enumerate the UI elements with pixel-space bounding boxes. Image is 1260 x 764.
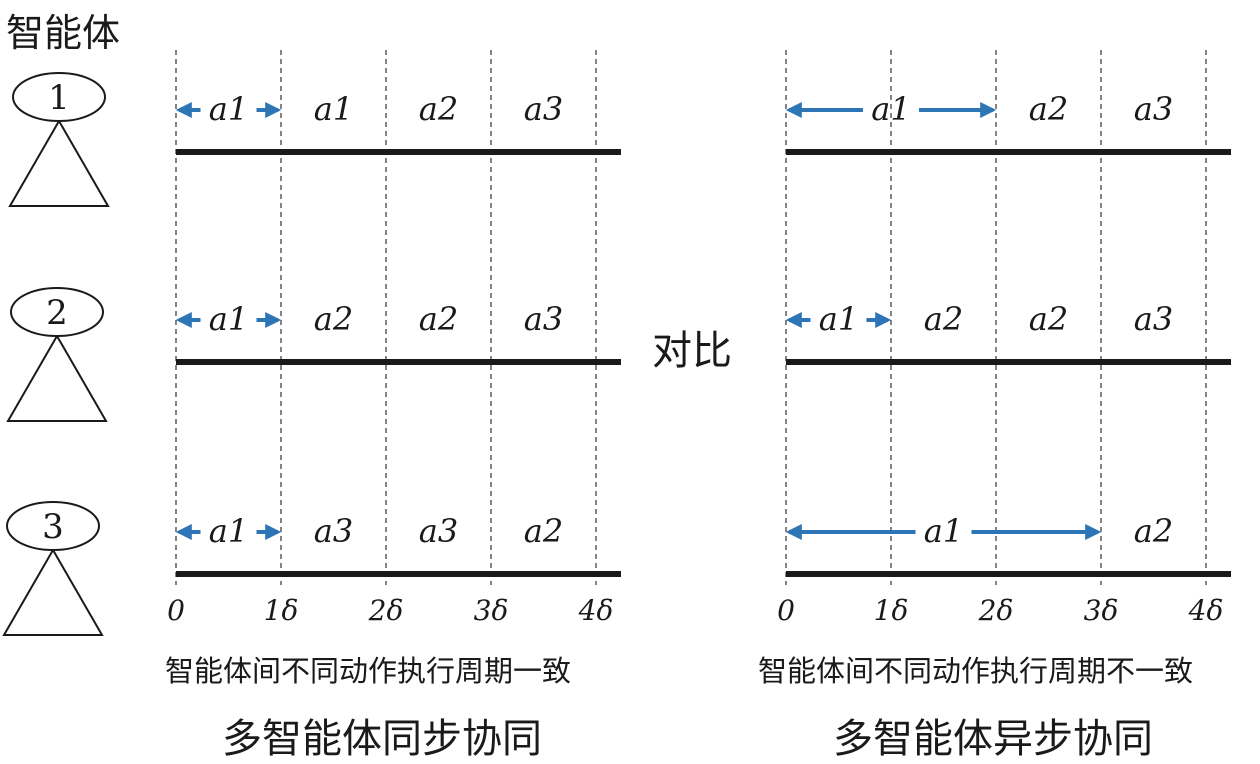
agent-ellipse [12,72,106,122]
agent-ellipse [10,287,104,337]
action-label: a1 [209,512,248,550]
caption-async: 智能体间不同动作执行周期不一致 [758,654,1194,688]
panels: 0 1δ 2δ 3δ 4δ a1 a1 a2 a3 a1 a2 a2 a3 a1 a3 a3 a2 0 1δ 2δ 3δ… [167,50,1231,627]
action-label: a3 [524,90,563,128]
tick-label: 4δ [578,594,614,627]
action-label: a3 [1134,90,1173,128]
agent-triangle [2,547,104,636]
action-label: a2 [419,90,458,128]
timeline-row-2: a1 a2 a2 a3 [785,300,1231,365]
compare-label: 对比 [652,328,732,374]
action-label: a1 [819,300,858,338]
action-label: a2 [524,512,563,550]
action-label: a3 [524,300,563,338]
agent-triangle [8,118,110,207]
title-sync: 多智能体同步协同 [222,716,542,762]
action-label: a2 [924,300,963,338]
agents-header: 智能体 [6,11,121,55]
agent-1: 1 [8,72,110,207]
agent-triangle [6,333,108,422]
action-label: a3 [314,512,353,550]
agent-3: 3 [2,501,104,636]
tick-label: 0 [167,594,185,627]
action-label: a2 [1134,512,1173,550]
panel-async: 0 1δ 2δ 3δ 4δ a1 a2 a3 a1 a2 a2 a3 a1 a2 [777,50,1231,627]
caption-sync: 智能体间不同动作执行周期一致 [165,654,572,688]
title-async: 多智能体异步协同 [833,716,1153,762]
timeline-row-3: a1 a3 a3 a2 [175,512,621,577]
agent-id-label: 2 [46,293,68,333]
agent-ellipse [6,501,100,551]
agent-2: 2 [6,287,108,422]
tick-label: 3δ [474,594,509,627]
tick-label: 2δ [978,594,1014,627]
panel-sync: 0 1δ 2δ 3δ 4δ a1 a1 a2 a3 a1 a2 a2 a3 a1 a3 a3 a2 [167,50,621,627]
tick-label: 4δ [1188,594,1224,627]
action-label: a1 [209,90,248,128]
timeline-row-1: a1 a1 a2 a3 [175,90,621,155]
agent-id-label: 1 [48,78,70,118]
action-label: a3 [1134,300,1173,338]
action-label: a1 [209,300,248,338]
timeline-row-1: a1 a2 a3 [785,90,1231,155]
action-label: a3 [419,512,458,550]
action-label: a2 [314,300,353,338]
agents-column: 1 2 3 [2,72,110,636]
action-label: a2 [1029,90,1068,128]
action-label: a2 [419,300,458,338]
tick-label: 3δ [1084,594,1119,627]
timeline-row-3: a1 a2 [785,512,1231,577]
action-label: a1 [871,90,910,128]
tick-label: 0 [777,594,795,627]
action-label: a2 [1029,300,1068,338]
tick-label: 1δ [874,594,909,627]
tick-label: 2δ [368,594,404,627]
timeline-row-2: a1 a2 a2 a3 [175,300,621,365]
agent-id-label: 3 [42,507,64,547]
tick-label: 1δ [264,594,299,627]
action-label: a1 [314,90,353,128]
action-label: a1 [924,512,963,550]
